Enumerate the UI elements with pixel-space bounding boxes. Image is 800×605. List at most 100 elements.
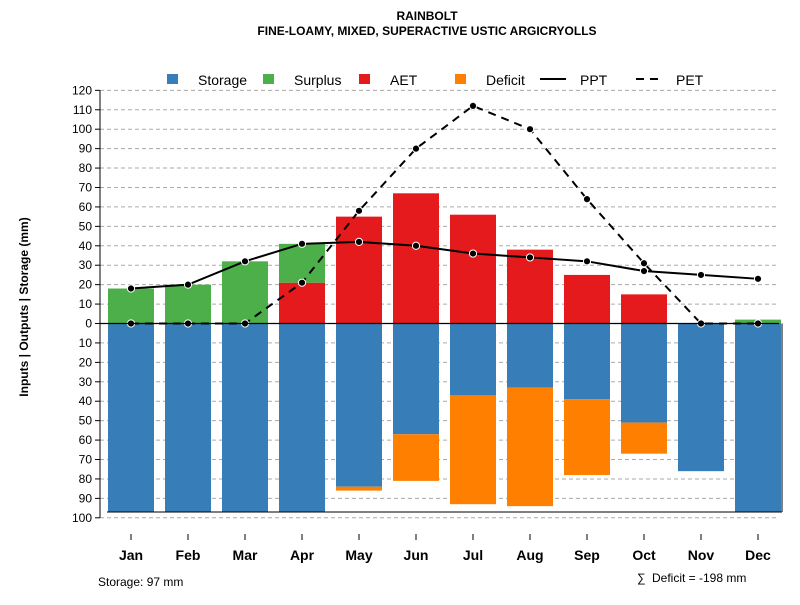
pet-point [468,101,478,110]
deficit-bar [507,387,553,507]
storage-footnote: Storage: 97 mm [98,575,183,589]
legend-surplus-label: Surplus [294,72,341,88]
x-tick-label: Feb [176,547,201,563]
x-tick-label: May [345,547,372,563]
ppt-point [297,239,307,248]
legend-storage-swatch [167,74,178,84]
pet-point [525,125,535,134]
legend-aet-swatch [359,74,370,84]
legend-storage-label: Storage [198,72,247,88]
y-tick-label: 100 [72,511,92,525]
deficit-bar [450,395,496,505]
y-tick-label: 60 [79,433,93,447]
deficit-bar [564,399,610,476]
storage-bar [222,323,268,512]
x-tick-label: Sep [574,547,600,563]
storage-bar [450,323,496,396]
x-tick-label: Mar [233,547,258,563]
y-tick-label: 90 [79,142,93,156]
x-tick-label: Aug [516,547,543,563]
y-tick-label: 10 [79,297,93,311]
x-tick-label: Jun [404,547,429,563]
y-tick-label: 70 [79,180,93,194]
pet-point [411,144,421,153]
deficit-footnote: Deficit = -198 mm [652,571,746,585]
y-tick-label: 70 [79,453,93,467]
ppt-point [582,257,592,266]
ppt-point [525,253,535,262]
aet-bar [564,274,610,324]
y-tick-label: 50 [79,219,93,233]
y-tick-label: 20 [79,278,93,292]
storage-bar [108,323,154,512]
storage-bar [507,323,553,388]
pet-point [639,259,649,268]
axis-layer: 1201101009080706050403020100102030405060… [72,83,783,563]
point-layer [126,101,763,328]
legend-pet-label: PET [676,72,704,88]
storage-bar [678,323,724,472]
aet-bar [393,193,439,324]
ppt-point [753,274,763,283]
storage-bar [621,323,667,423]
y-tick-label: 30 [79,375,93,389]
ppt-line [130,240,759,290]
y-tick-label: 40 [79,239,93,253]
y-tick-label: 110 [73,103,92,117]
legend-deficit-swatch [455,74,466,84]
deficit-bar [393,434,439,481]
deficit-bar [336,486,382,491]
surplus-bar [279,243,325,283]
ppt-point [639,266,649,276]
ppt-point [696,270,706,280]
storage-bar [393,323,439,435]
y-tick-label: 60 [79,200,93,214]
chart-subtitle: FINE-LOAMY, MIXED, SUPERACTIVE USTIC ARG… [257,24,596,38]
surplus-bar [222,261,268,324]
x-tick-label: Apr [290,547,315,563]
ppt-point [240,257,250,266]
grid-layer [100,89,779,519]
y-tick-label: 10 [79,336,93,350]
storage-bar [165,323,211,512]
aet-bar [621,294,667,324]
aet-bar [450,214,496,324]
ppt-point [126,284,136,293]
aet-bar [336,216,382,324]
ppt-point [468,249,478,258]
aet-bar [507,249,553,324]
pet-point [297,278,307,287]
ppt-point [354,237,364,246]
ppt-point [411,241,421,250]
y-tick-label: 30 [79,258,93,272]
deficit-sum-symbol: ∑ [637,571,646,585]
ppt-point [183,280,193,289]
y-tick-label: 0 [85,317,92,331]
x-tick-label: Oct [632,547,656,563]
y-tick-label: 20 [79,355,93,369]
legend-deficit-label: Deficit [486,72,525,88]
legend-aet-label: AET [390,72,418,88]
bar-layer [108,193,781,512]
storage-bar [564,323,610,400]
legend-ppt-label: PPT [580,72,608,88]
x-tick-label: Jan [119,547,143,563]
surplus-bar [165,284,211,324]
y-tick-label: 90 [79,491,93,505]
y-tick-label: 50 [79,414,93,428]
y-tick-label: 100 [72,122,92,136]
surplus-bar [108,288,154,324]
y-tick-label: 80 [79,472,93,486]
aet-bar [279,282,325,324]
pet-point [354,206,364,215]
deficit-bar [621,422,667,454]
y-axis-title: Inputs | Outputs | Storage (mm) [17,217,31,396]
storage-bar [279,323,325,512]
x-tick-label: Dec [745,547,771,563]
storage-bar [735,323,781,512]
storage-bar [336,323,382,487]
chart-title: RAINBOLT [396,9,458,23]
x-tick-label: Nov [688,547,715,563]
